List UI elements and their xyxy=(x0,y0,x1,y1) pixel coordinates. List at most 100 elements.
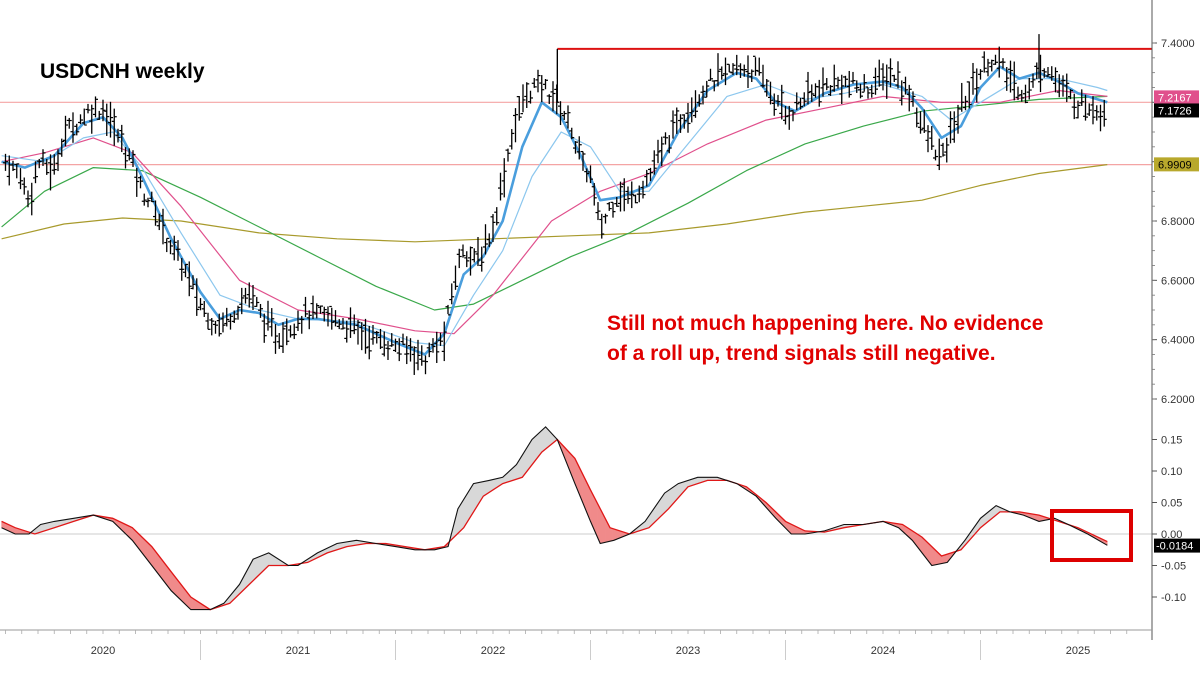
macd-fill-segment xyxy=(483,480,486,497)
macd-fill-segment xyxy=(593,496,597,534)
macd-fill-segment xyxy=(929,543,932,567)
macd-fill-segment xyxy=(164,562,167,586)
signal-line xyxy=(1,438,1108,611)
osc-value-badge xyxy=(1154,538,1200,553)
macd-fill-segment xyxy=(261,554,265,573)
macd-fill-segment xyxy=(464,493,467,527)
x-tick-label: 2024 xyxy=(871,645,895,657)
macd-fill-segment xyxy=(486,480,490,495)
macd-fill-segment xyxy=(151,545,154,569)
macd-fill-segment xyxy=(254,557,257,580)
macd-fill-segment xyxy=(528,441,531,471)
macd-fill-segment xyxy=(610,527,614,542)
macd-fill-segment xyxy=(531,437,535,466)
ma_mid-line xyxy=(1,78,1108,347)
annotation-text: Still not much happening here. No eviden… xyxy=(607,309,1043,369)
macd-fill-segment xyxy=(535,433,539,461)
highlight-box xyxy=(1050,509,1133,562)
macd-fill-segment xyxy=(252,558,255,582)
macd-fill-segment xyxy=(666,489,670,511)
osc-value-label: -0.0184 xyxy=(1156,541,1193,553)
price-tick-label: 6.4000 xyxy=(1161,335,1195,347)
macd-fill-segment xyxy=(533,435,537,463)
x-tick-label: 2023 xyxy=(676,645,700,657)
macd-fill-segment xyxy=(940,555,944,564)
macd-fill-segment xyxy=(614,528,617,541)
chart-title: USDCNH weekly xyxy=(40,60,205,83)
macd-fill-segment xyxy=(944,554,947,564)
macd-fill-segment xyxy=(149,543,152,567)
macd-fill-segment xyxy=(526,444,529,473)
macd-fill-segment xyxy=(933,547,936,566)
ma_pink-line xyxy=(1,89,1108,335)
macd-fill-segment xyxy=(513,465,516,481)
macd-fill-segment xyxy=(591,493,595,530)
macd-fill-segment xyxy=(147,542,150,564)
macd-fill-segment xyxy=(616,529,619,540)
macd-fill-segment xyxy=(599,507,602,544)
last-value-label: 7.2167 xyxy=(1158,92,1192,104)
osc-tick-label: -0.10 xyxy=(1161,592,1186,604)
x-tick-label: 2022 xyxy=(481,645,505,657)
last-value-badge xyxy=(1154,90,1199,105)
macd-fill-segment xyxy=(269,553,272,566)
macd-fill-segment xyxy=(597,503,600,543)
macd-line xyxy=(1,426,1108,611)
last-value-label: 7.1726 xyxy=(1158,105,1192,117)
osc-tick-label: 0.00 xyxy=(1161,529,1182,541)
price-tick-label: 6.6000 xyxy=(1161,275,1195,287)
price-bars xyxy=(3,34,1107,375)
last-value-badge xyxy=(1154,157,1199,172)
macd-fill-segment xyxy=(260,555,263,575)
macd-fill-segment xyxy=(541,428,544,453)
macd-fill-segment xyxy=(458,502,462,533)
macd-fill-segment xyxy=(543,426,546,452)
macd-fill-segment xyxy=(258,555,261,577)
macd-fill-segment xyxy=(524,447,527,475)
annotation-line-2: of a roll up, trend signals still negati… xyxy=(607,342,996,365)
macd-fill-segment xyxy=(162,560,165,584)
macd-fill-segment xyxy=(166,565,169,588)
osc-tick-label: 0.10 xyxy=(1161,466,1182,478)
macd-fill-segment xyxy=(927,542,930,564)
last-value-label: 6.9909 xyxy=(1158,159,1192,171)
macd-fill-segment xyxy=(155,550,158,574)
macd-fill-segment xyxy=(539,430,542,456)
macd-fill-segment xyxy=(545,426,548,450)
macd-fill-segment xyxy=(158,555,162,579)
macd-fill-segment xyxy=(590,489,593,526)
macd-fill-segment xyxy=(153,548,156,571)
macd-fill-segment xyxy=(256,556,259,578)
x-tick-label: 2025 xyxy=(1066,645,1090,657)
macd-fill-segment xyxy=(942,554,945,564)
macd-fill xyxy=(1,426,1108,611)
last-value-badge xyxy=(1154,103,1199,118)
ma_fast-line xyxy=(1,65,1108,356)
macd-fill-segment xyxy=(462,496,465,530)
macd-fill-segment xyxy=(460,499,464,531)
macd-fill-segment xyxy=(488,479,492,493)
macd-fill-segment xyxy=(595,500,599,539)
price-tick-label: 6.8000 xyxy=(1161,216,1195,228)
macd-fill-segment xyxy=(588,485,591,522)
x-tick-label: 2020 xyxy=(91,645,115,657)
macd-fill-segment xyxy=(537,431,540,458)
macd-fill-segment xyxy=(468,487,471,521)
macd-fill-segment xyxy=(470,484,473,518)
osc-tick-label: 0.05 xyxy=(1161,498,1182,510)
macd-fill-segment xyxy=(612,528,615,541)
macd-fill-segment xyxy=(190,596,194,610)
price-tick-label: 7.4000 xyxy=(1161,38,1195,50)
x-tick-label: 2021 xyxy=(286,645,310,657)
macd-fill-segment xyxy=(267,553,270,567)
macd-fill-segment xyxy=(546,427,550,449)
macd-fill-segment xyxy=(931,545,934,566)
osc-tick-label: 0.15 xyxy=(1161,435,1182,447)
macd-fill-segment xyxy=(665,490,668,513)
macd-fill-segment xyxy=(601,511,604,544)
macd-fill-segment xyxy=(522,450,525,478)
osc-tick-label: -0.05 xyxy=(1161,561,1186,573)
macd-fill-segment xyxy=(668,488,672,509)
macd-fill-segment xyxy=(473,482,477,512)
